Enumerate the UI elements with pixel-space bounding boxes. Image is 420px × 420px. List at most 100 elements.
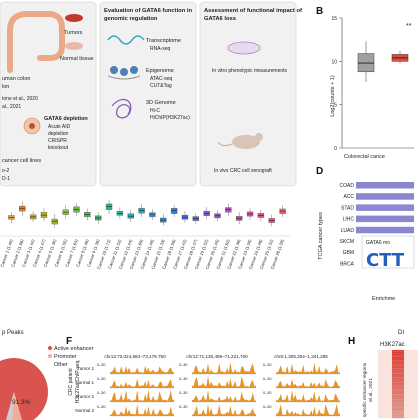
- heatmap-row-signal: [392, 407, 404, 410]
- heatmap-row-signal: [392, 394, 404, 397]
- panel-b-tick-label: 5: [334, 103, 337, 109]
- panel-h-top: DI: [398, 330, 404, 336]
- invitro-label: In vitro phenotypic measurements: [212, 68, 288, 74]
- panel-d-bar: [356, 204, 414, 211]
- panel-c-box: [51, 218, 58, 225]
- panel-d-category-label: ACC: [343, 194, 354, 200]
- panel-d-category-label: COAD: [340, 183, 355, 189]
- heatmap-row-signal: [392, 406, 404, 408]
- panel-f-scale-label: 0–30: [97, 391, 105, 395]
- pie-percent-label: 91.3%: [12, 399, 31, 406]
- legend-other: Other: [54, 362, 68, 368]
- panel-b-tick-label: 15: [331, 16, 337, 22]
- depletion-title: GATA6 depletion: [44, 116, 88, 122]
- panel-f-track: [192, 362, 256, 374]
- panel-d-category-label: SKCM: [340, 239, 354, 245]
- panel-f-track: [110, 404, 174, 416]
- petri-dish-icon: [227, 41, 261, 55]
- rna-icon: [107, 35, 145, 45]
- invivo-label: In vivo CRC cell xenograft: [214, 168, 272, 174]
- panel-e-title: p Peaks: [2, 330, 24, 336]
- pie-slice-promoter: [12, 392, 22, 420]
- panel-d-bar: [356, 215, 414, 223]
- cell-line-2: D-1: [2, 176, 10, 182]
- panel-f-region-label: chr13:73,024,684–73,179,750: [104, 354, 166, 359]
- panel-f-scale-label: 0–30: [263, 405, 271, 409]
- heatmap-row-signal: [392, 397, 404, 400]
- panel-f-side-2: H3K27ac ChIP-seq: [75, 360, 81, 403]
- pie-legend: Active enhancer Promoter Other: [48, 346, 94, 368]
- heatmap-row-signal: [392, 377, 404, 380]
- panel-h-title: H3K27ac: [380, 342, 405, 348]
- panel-f: F CRC patient H3K27ac ChIP-seq chr13:73,…: [66, 336, 340, 417]
- panel-b-tick-label: 10: [331, 59, 337, 65]
- heatmap-row-signal: [392, 401, 404, 403]
- panel-h-side-1: specific enhancer regions: [362, 362, 368, 417]
- panel-f-row-label: Tumor 1: [77, 366, 94, 371]
- heatmap-row-signal: [392, 392, 404, 395]
- heatmap-row-signal: [392, 360, 404, 363]
- depletion-line-2: depletion: [48, 131, 69, 137]
- panel-f-track: [192, 404, 256, 416]
- heatmap-row-signal: [392, 416, 404, 419]
- heatmap-row-signal: [392, 372, 404, 374]
- panel-f-track: [276, 379, 340, 388]
- pie-slice-other: [6, 392, 14, 420]
- panel-c: Cancer 1 (1.40)Cancer 2 (1.66)Cancer 3 (…: [0, 199, 290, 270]
- heatmap-row-signal: [392, 361, 404, 364]
- heatmap-row-signal: [392, 378, 404, 381]
- panel-c-box: [105, 203, 113, 210]
- heatmap-row-signal: [392, 395, 404, 398]
- panel-d-bar: [356, 182, 414, 189]
- panel-d: D TCGA cancer types COAD ACC STAD LIHC LUAD S…: [316, 166, 415, 302]
- atac-label: ATAC-seq: [150, 76, 173, 82]
- panel-d-ylabel: TCGA cancer types: [318, 212, 324, 260]
- panel-f-row-label: Normal 1: [75, 380, 94, 385]
- panel-f-label: F: [66, 336, 72, 347]
- panel-f-track: [192, 390, 256, 402]
- tumors-label: Tumors: [64, 30, 83, 36]
- heatmap-row-signal: [392, 373, 404, 376]
- heatmap-row-signal: [392, 351, 404, 354]
- panel-f-track: [110, 390, 174, 402]
- panel-c-box: [19, 205, 26, 212]
- heatmap-row-signal: [392, 390, 404, 393]
- panel-f-track: [192, 376, 256, 388]
- heatmap-row-signal: [392, 387, 404, 390]
- heatmap-row-signal: [392, 353, 404, 356]
- panel-a-middle: Evaluation of GATA6 function in genomic …: [99, 1, 197, 187]
- cut-label: CUT&Tag: [150, 83, 172, 89]
- heatmap-row-signal: [392, 385, 404, 388]
- heatmap-row-signal: [392, 384, 404, 386]
- panel-b-xlabel: Colorectal cance: [344, 154, 385, 160]
- panel-f-region-label: chr12:71,130,469–71,221,760: [186, 354, 248, 359]
- pie-slice-active-enhancer: [0, 358, 48, 420]
- panel-b: B Log2(counts + 1) 15 10 5 0 ** Colorectal …: [316, 6, 414, 160]
- heatmap-row-signal: [392, 412, 404, 415]
- panel-a-left: Tumors Normal tissue uman colon lon tone…: [0, 1, 97, 187]
- genome3d-label: 3D Genome: [146, 100, 176, 106]
- panel-c-box: [138, 208, 145, 214]
- panel-f-scale-label: 0–30: [97, 377, 105, 381]
- heatmap-row-signal: [392, 370, 404, 373]
- panel-d-category-label: BRCA: [340, 261, 355, 267]
- heatmap-row-signal: [392, 355, 404, 357]
- rnaseq-label: RNA-seq: [150, 46, 171, 52]
- panel-f-track: [276, 404, 340, 416]
- heatmap-row-signal: [392, 411, 404, 414]
- human-colon-label: uman colon: [2, 76, 30, 82]
- colon-icon: [7, 11, 65, 61]
- panel-f-region-label: chr6:1,305,304–1,341,285: [274, 354, 328, 359]
- human-colon-label-2: lon: [2, 84, 9, 90]
- citation-2: al., 2021: [2, 104, 21, 110]
- heatmap-row-signal: [392, 363, 404, 366]
- nucleosome-icon: [110, 66, 118, 74]
- heatmap-row-signal: [392, 367, 404, 369]
- legend-promoter: Promoter: [54, 354, 77, 360]
- heatmap-row-signal: [392, 389, 404, 391]
- panel-f-scale-label: 0–30: [179, 363, 187, 367]
- panel-h: H DI H3K27ac specific enhancer regions e…: [348, 330, 418, 419]
- heatmap-row-signal: [392, 382, 404, 385]
- panel-a-right: Assessment of functional impact of GATA6…: [199, 1, 302, 187]
- panel-d-category-label: LUAD: [341, 228, 355, 234]
